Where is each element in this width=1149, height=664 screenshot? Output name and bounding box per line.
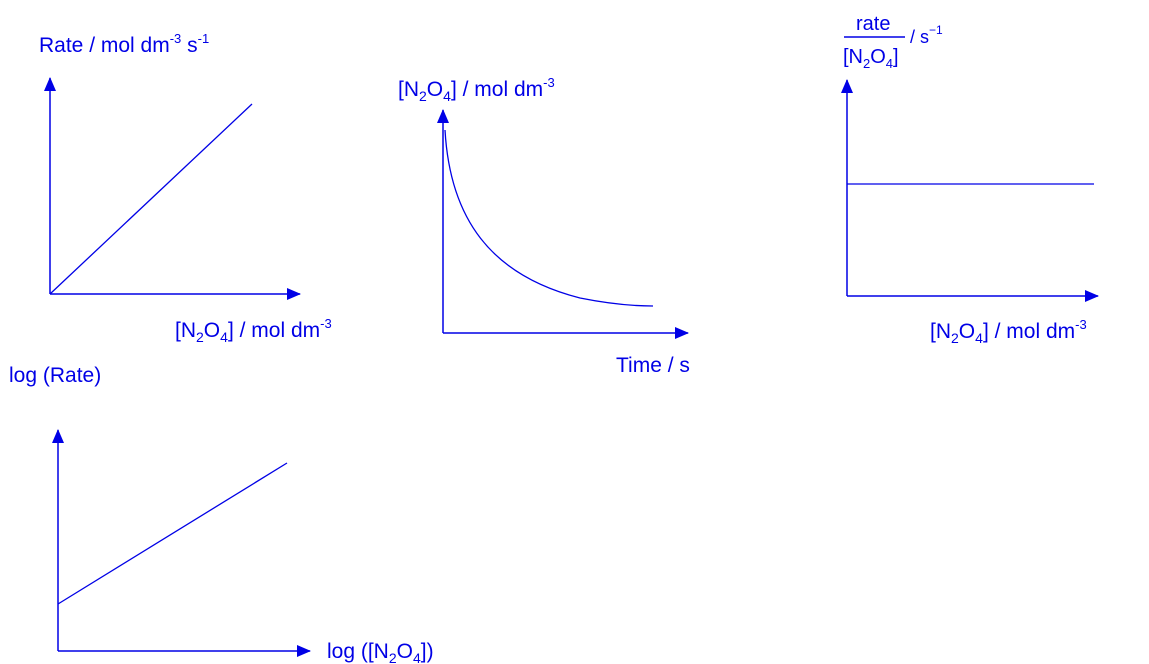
graph-log-rate-vs-log-concentration: log (Rate) log ([N2O4]) [9, 364, 434, 664]
g2-decay-curve [444, 129, 654, 307]
g1-x-axis-label: [N2O4] / mol dm-3 [175, 316, 332, 345]
g4-data-line [57, 462, 288, 605]
g2-x-axis-label: Time / s [616, 354, 690, 377]
g3-y-axis-unit: / s−1 [910, 23, 943, 47]
g1-data-line [49, 103, 253, 295]
g2-y-axis-label: [N2O4] / mol dm-3 [398, 75, 555, 104]
g3-y-axis-denominator: [N2O4] [843, 46, 899, 71]
g3-x-axis-label: [N2O4] / mol dm-3 [930, 317, 1087, 346]
g4-y-axis-label: log (Rate) [9, 364, 101, 387]
graph-rate-vs-concentration: Rate / mol dm-3 s-1 [N2O4] / mol dm-3 [39, 31, 332, 345]
graph-rate-constant-vs-concentration: rate [N2O4] / s−1 [N2O4] / mol dm-3 [841, 13, 1099, 346]
graph-concentration-vs-time: [N2O4] / mol dm-3 Time / s [398, 75, 690, 377]
g3-y-axis-numerator: rate [856, 13, 890, 35]
g1-y-axis-label: Rate / mol dm-3 s-1 [39, 31, 209, 57]
g4-x-axis-label: log ([N2O4]) [327, 640, 434, 664]
